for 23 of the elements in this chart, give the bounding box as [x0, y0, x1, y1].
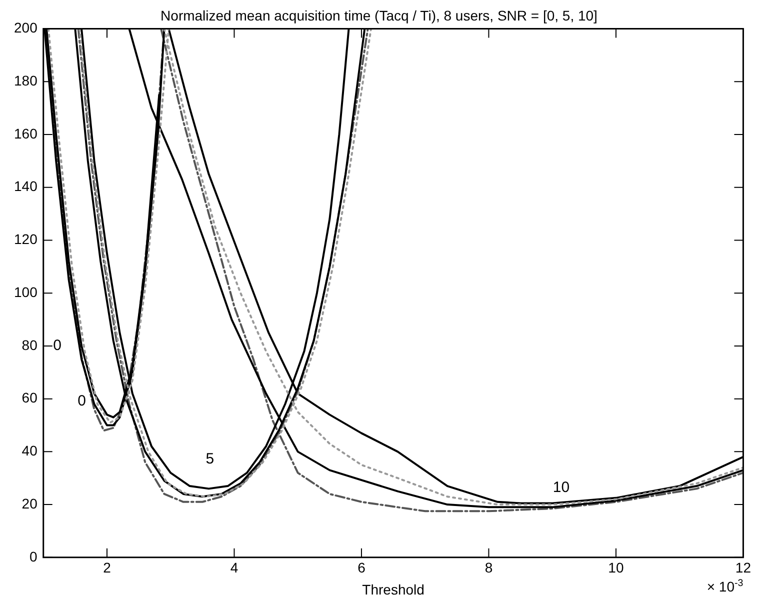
annotation: 0 — [53, 337, 62, 354]
y-tick-label: 60 — [22, 390, 38, 406]
y-tick-label: 100 — [14, 284, 38, 300]
annotation: 10 — [552, 478, 570, 496]
annotation: 5 — [206, 450, 214, 468]
y-tick-label: 20 — [22, 495, 38, 512]
y-tick-label: 200 — [14, 20, 38, 36]
y-tick-label: 40 — [22, 442, 38, 459]
chart-title: Normalized mean acquisition time (Tacq / Ti), 8 users, SNR = [0, 5, 10] — [160, 7, 598, 24]
x-tick-label: 12 — [735, 560, 752, 576]
y-tick-label: 120 — [14, 231, 38, 248]
y-tick-label: 140 — [14, 178, 38, 194]
y-tick-label: 160 — [14, 125, 38, 142]
x-tick-label: 6 — [358, 560, 366, 576]
y-tick-label: 180 — [14, 72, 38, 89]
x-tick-label: 10 — [608, 560, 624, 576]
annotation: 0 — [78, 392, 86, 410]
x-tick-label: 4 — [230, 560, 238, 576]
x-axis-title: Threshold — [362, 581, 424, 598]
x-tick-label: 2 — [103, 560, 112, 576]
y-tick-label: 80 — [22, 336, 38, 353]
x-tick-label: 8 — [484, 560, 493, 576]
y-tick-label: 0 — [30, 548, 38, 564]
